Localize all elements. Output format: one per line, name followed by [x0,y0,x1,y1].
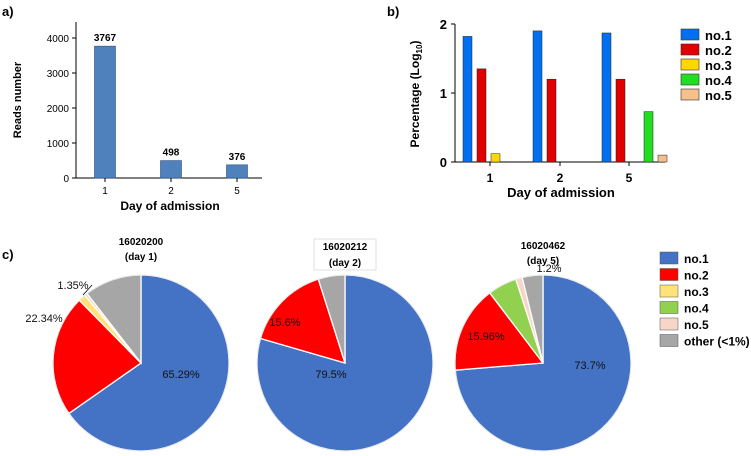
panel-b-bar-no1 [462,36,473,163]
panel-b-x-tick-label: 1 [487,171,494,185]
pie-chart-2: 79.5% 15.6% 16020212 (day 2) [256,238,434,452]
panel-c-legend-label: no.3 [684,285,709,299]
pie-slice-label: 15.6% [269,317,300,329]
pie-outline [256,274,434,452]
panel-b-bar-no5 [657,154,668,163]
panel-b-legend-label: no.5 [705,88,732,103]
panel-a-y-tick-label: 3000 [47,69,70,80]
pie-subtitle: (day 1) [125,252,157,263]
pie-leader-line [82,284,93,296]
pie-title: 16020462 [521,241,566,252]
panel-label-b: b) [387,4,399,19]
panel-c-legend-label: no.1 [684,252,709,266]
panel-b-legend-swatch [680,58,700,71]
panel-a-y-tick-label: 0 [63,174,69,185]
panel-b-x-axis-title: Day of admission [507,185,615,200]
panel-a-data-label: 376 [229,152,246,163]
panel-c-legend-label: no.4 [684,302,709,316]
panel-b-legend-swatch [680,43,700,56]
panel-c-legend-label: no.2 [684,269,709,283]
panel-c-pie-charts: 65.29% 22.34% 1.35% 16020200 (day 1) 79.5% 15.… [25,237,750,452]
panel-b-x-tick-label: 5 [626,171,633,185]
panel-c-legend-swatch [659,268,679,281]
panel-a-x-tick-label: 1 [102,186,108,197]
panel-b-bar-no2 [546,78,557,163]
panel-b-y-tick-label: 1 [440,86,447,101]
panel-b-bar-no4 [643,111,654,163]
pie-slice-label: 79.5% [315,369,346,381]
panel-a-y-tick-label: 2000 [47,104,70,115]
pie-slice-label: 1.35% [57,280,88,292]
panel-b-legend-swatch [680,73,700,86]
panel-b-legend-swatch [680,28,700,41]
panel-a-y-tick-label: 4000 [47,34,70,45]
pie-chart-1: 65.29% 22.34% 1.35% 16020200 (day 1) [25,237,230,452]
panel-b-legend-label: no.4 [705,73,732,88]
panel-b-legend-swatch [680,88,700,101]
pie-chart-3: 73.7% 15.96% 1.2% 16020462 (day 5) [454,241,632,452]
panel-c-legend-swatch [659,301,679,314]
panel-b-bar-no1 [601,32,612,163]
panel-c-legend-swatch [659,334,679,347]
panel-b-y-axis-title-close: ) [408,41,422,45]
panel-b-legend-label: no.2 [705,43,732,58]
panel-a-bar [94,45,116,179]
panel-b-legend-label: no.3 [705,58,732,73]
pie-slice-label: 73.7% [574,360,605,372]
panel-b-y-tick-label: 0 [440,155,447,170]
pie-outline [52,274,230,452]
panel-a-y-tick-label: 1000 [47,139,70,150]
pie-slice-label: 65.29% [162,369,200,381]
panel-b-y-axis-title: Percentage (Log10) [408,41,424,148]
pie-outline [454,274,632,452]
pie-slice-label: 1.2% [536,263,561,275]
pie-title-box [313,238,377,271]
panel-b-y-axis-title-main: Percentage (Log [408,53,422,147]
panel-label-a: a) [2,4,14,19]
panel-label-c: c) [2,247,14,262]
panel-c-legend-swatch [659,317,679,331]
panel-a-data-label: 498 [163,148,180,159]
panel-c-legend-swatch [659,251,679,265]
panel-c-legend-label: other (<1%) [684,335,750,349]
panel-b-bar-no2 [615,78,626,163]
pie-slice-label: 22.34% [25,313,63,325]
panel-a-x-tick-label: 2 [168,186,174,197]
panel-b-legend-label: no.1 [705,28,732,43]
pie-subtitle: (day 2) [329,258,361,269]
panel-b-y-axis-title-sub: 10 [415,44,424,53]
pie-title: 16020200 [119,237,164,248]
pie-subtitle: (day 5) [527,256,559,267]
pie-title: 16020212 [323,242,368,253]
panel-a-data-label: 3767 [94,33,117,44]
panel-b-bar-chart: 0 1 2 1 2 5 Percentage (Log10) Day of admiss… [408,17,732,200]
panel-a-x-axis-title: Day of admission [120,199,219,213]
panel-b-x-tick-label: 2 [557,171,564,185]
panel-b-bar-no2 [476,68,487,163]
panel-b-bar-no1 [532,30,543,163]
panel-b-bar-no3 [490,153,501,163]
panel-a-bar-chart: 0 1000 2000 3000 4000 3767 498 376 1 2 5 Reads n… [12,22,262,213]
panel-c-legend-swatch [659,284,679,298]
panel-c-legend-label: no.5 [684,318,709,332]
panel-a-bar [160,160,182,179]
panel-a-bar [226,164,248,179]
panel-b-y-tick-label: 2 [440,17,447,32]
panel-a-x-tick-label: 5 [234,186,240,197]
pie-slice-label: 15.96% [467,331,505,343]
panel-a-y-axis-title: Reads number [12,61,24,138]
